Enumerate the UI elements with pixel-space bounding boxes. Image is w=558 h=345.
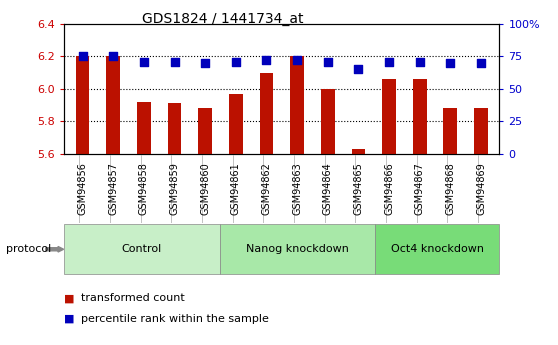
Text: GSM94861: GSM94861 <box>231 162 241 215</box>
Point <box>292 58 301 63</box>
Point <box>140 59 148 65</box>
Point <box>262 58 271 63</box>
Text: transformed count: transformed count <box>81 294 185 303</box>
Bar <box>474 108 488 154</box>
Bar <box>107 57 120 154</box>
Text: GSM94867: GSM94867 <box>415 162 425 215</box>
Point <box>415 59 424 65</box>
Bar <box>137 102 151 154</box>
Bar <box>290 57 304 154</box>
Bar <box>382 79 396 154</box>
Text: Control: Control <box>122 244 162 254</box>
Bar <box>444 108 457 154</box>
Bar <box>321 89 335 154</box>
Bar <box>229 94 243 154</box>
Bar <box>413 79 427 154</box>
Text: percentile rank within the sample: percentile rank within the sample <box>81 314 269 324</box>
Bar <box>76 57 89 154</box>
Text: GSM94864: GSM94864 <box>323 162 333 215</box>
Text: protocol: protocol <box>6 244 51 254</box>
Text: GSM94869: GSM94869 <box>476 162 486 215</box>
Text: GDS1824 / 1441734_at: GDS1824 / 1441734_at <box>142 12 304 26</box>
Point <box>109 54 118 59</box>
Point <box>384 59 393 65</box>
Point <box>446 60 455 66</box>
Text: GSM94868: GSM94868 <box>445 162 455 215</box>
Point <box>201 60 210 66</box>
Text: GSM94866: GSM94866 <box>384 162 394 215</box>
Point <box>477 60 485 66</box>
Text: GSM94858: GSM94858 <box>139 162 149 215</box>
Point <box>78 54 87 59</box>
Text: GSM94865: GSM94865 <box>353 162 363 215</box>
Text: GSM94862: GSM94862 <box>262 162 271 215</box>
Bar <box>352 149 365 154</box>
Bar <box>167 104 181 154</box>
Bar <box>198 108 212 154</box>
Text: ■: ■ <box>64 294 75 303</box>
Bar <box>259 73 273 154</box>
Text: GSM94860: GSM94860 <box>200 162 210 215</box>
Text: Oct4 knockdown: Oct4 knockdown <box>391 244 484 254</box>
Text: GSM94863: GSM94863 <box>292 162 302 215</box>
Text: Nanog knockdown: Nanog knockdown <box>246 244 349 254</box>
Text: ■: ■ <box>64 314 75 324</box>
Text: GSM94857: GSM94857 <box>108 162 118 215</box>
Text: GSM94856: GSM94856 <box>78 162 88 215</box>
Point <box>323 59 332 65</box>
Text: GSM94859: GSM94859 <box>170 162 180 215</box>
Point <box>232 59 240 65</box>
Point <box>170 59 179 65</box>
Point <box>354 67 363 72</box>
